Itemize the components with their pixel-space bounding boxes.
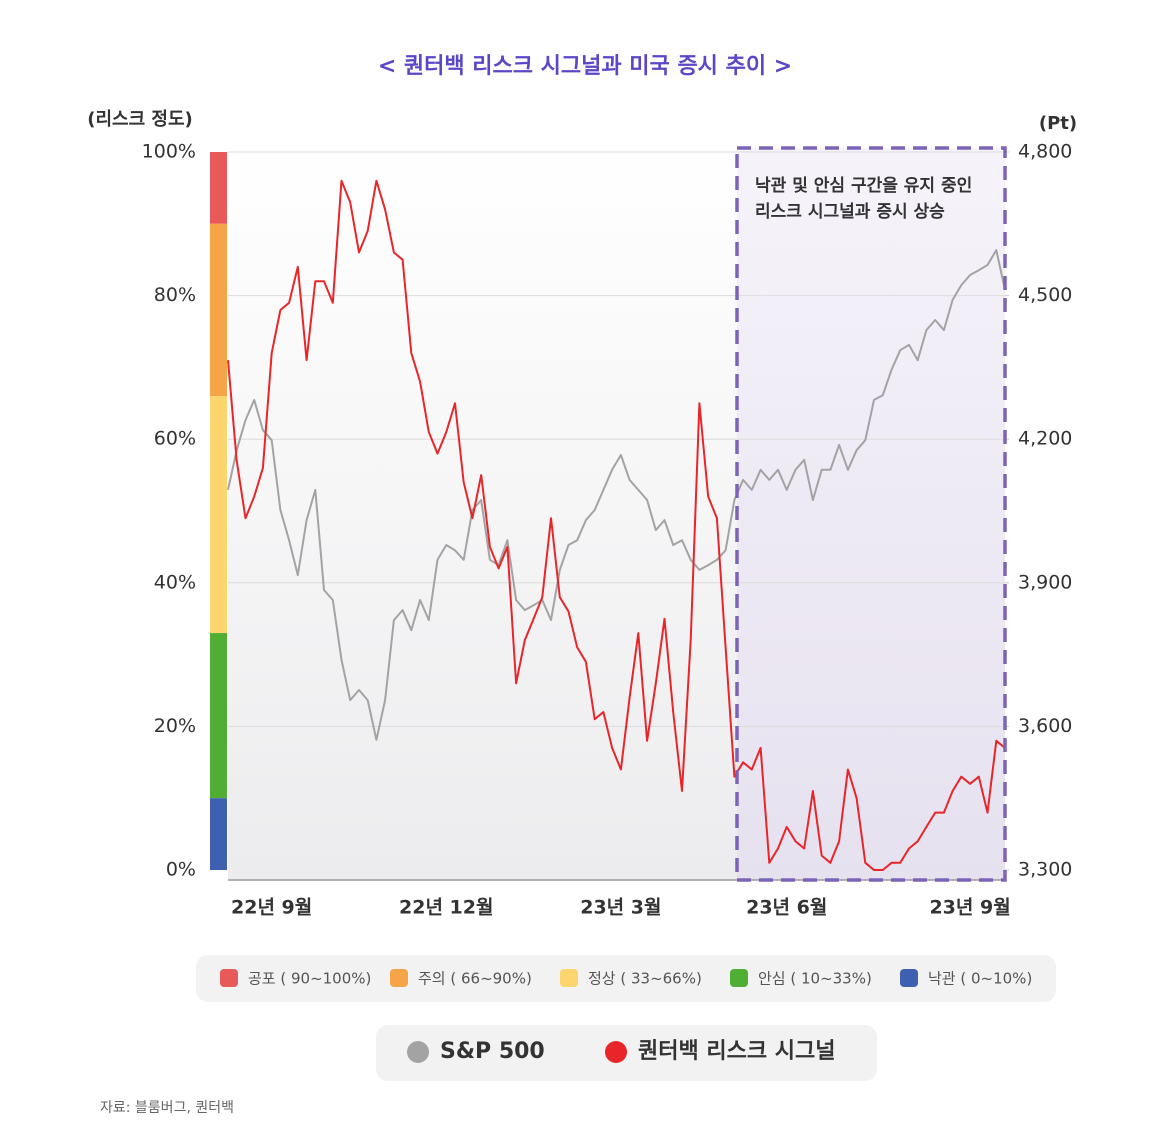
annotation: 리스크 시그널과 증시 상승	[755, 202, 945, 222]
series-line	[227, 179, 1006, 871]
y2-tick-label: 3,900	[1018, 571, 1072, 593]
y2-tick-label: 3,300	[1018, 859, 1072, 881]
series-legend-marker	[605, 1041, 627, 1063]
annotation: 낙관 및 안심 구간을 유지 중인	[755, 176, 972, 196]
risk-zone	[210, 223, 227, 397]
risk-zone	[210, 396, 227, 634]
zone-legend-label: 낙관 ( 0~10%)	[928, 970, 1032, 988]
zone-legend-label: 정상 ( 33~66%)	[588, 970, 702, 988]
highlight-box	[735, 146, 1007, 882]
x-tick-label: 22년 9월	[231, 897, 312, 919]
y-axis-label: (리스크 정도)	[87, 109, 193, 130]
y2-axis-label: (Pt)	[1039, 113, 1077, 134]
series-line	[227, 249, 1006, 741]
y-tick-label: 80%	[154, 284, 196, 306]
zone-legend-swatch	[390, 969, 408, 987]
y-tick-label: 40%	[154, 571, 196, 593]
zone-legend-label: 주의 ( 66~90%)	[418, 970, 532, 988]
highlight-area	[737, 148, 1005, 880]
y2-tick-label: 4,800	[1018, 141, 1072, 163]
zone-legend-label: 안심 ( 10~33%)	[758, 970, 872, 988]
y-tick-label: 0%	[166, 859, 196, 881]
y-tick-label: 100%	[142, 141, 196, 163]
risk-zone	[210, 633, 227, 799]
zone-legend-label: 공포 ( 90~100%)	[248, 970, 371, 988]
source: 자료: 블룸버그, 퀀터백	[100, 1100, 234, 1116]
y2-tick-label: 3,600	[1018, 715, 1072, 737]
x-tick-label: 22년 12월	[399, 897, 493, 919]
zone-legend-swatch	[560, 969, 578, 987]
y-tick-label: 20%	[154, 715, 196, 737]
chart-title: < 퀀터백 리스크 시그널과 미국 증시 추이 >	[378, 54, 792, 79]
zone-legend-swatch	[730, 969, 748, 987]
series-legend-marker	[407, 1041, 429, 1063]
x-tick-label: 23년 3월	[580, 897, 661, 919]
risk-zone	[210, 152, 227, 224]
y2-tick-label: 4,200	[1018, 428, 1072, 450]
y-tick-label: 60%	[154, 428, 196, 450]
series-legend-label: 퀀터백 리스크 시그널	[638, 1039, 835, 1064]
y2-tick-label: 4,500	[1018, 284, 1072, 306]
zone-legend	[196, 955, 1056, 1002]
risk-zone	[210, 798, 227, 870]
zone-legend-swatch	[900, 969, 918, 987]
series-legend-label: S&P 500	[440, 1039, 545, 1064]
zone-legend-swatch	[220, 969, 238, 987]
x-tick-label: 23년 9월	[929, 897, 1010, 919]
x-tick-label: 23년 6월	[746, 897, 827, 919]
